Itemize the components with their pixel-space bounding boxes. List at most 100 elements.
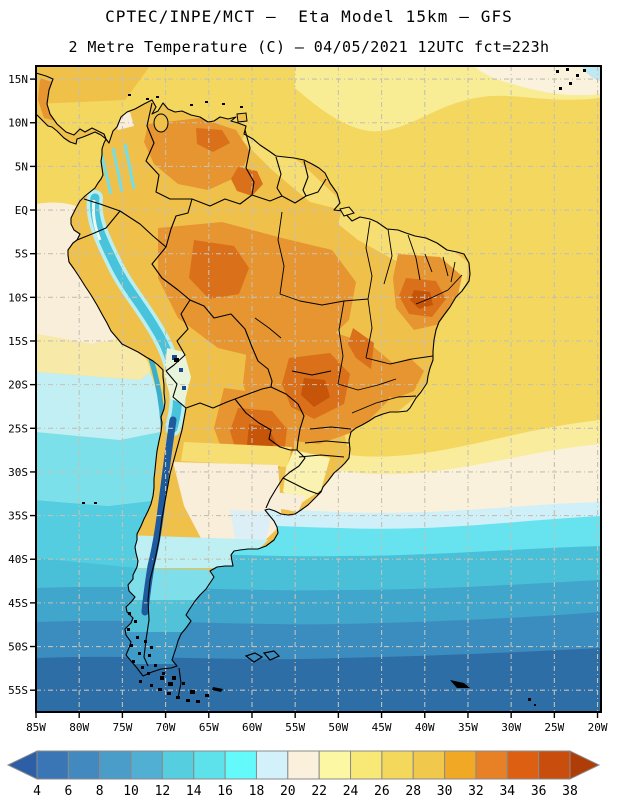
lat-label-40S: 40S: [8, 553, 28, 566]
ocean-cream-ne-corner: [474, 66, 601, 96]
pacific-cyan: [36, 432, 163, 506]
colorbar-value-14: 14: [186, 784, 202, 799]
ocean-blue-ne-corner: [582, 66, 601, 81]
colorbar-value-24: 24: [343, 784, 359, 799]
country-borders: [76, 102, 327, 699]
lon-label-65W: 65W: [199, 721, 219, 734]
colorbar-segment-8-10: [99, 750, 132, 780]
colorbar-left-arrow: [6, 750, 38, 780]
lon-label-85W: 85W: [26, 721, 46, 734]
colorbar-segment-14-16: [193, 750, 226, 780]
brazil-state-borders: [254, 211, 463, 458]
colorbar-segment-28-30: [412, 750, 446, 780]
colorbar-segment-20-22: [287, 750, 320, 780]
colorbar-segment-30-32: [444, 750, 477, 780]
lon-label-40W: 40W: [415, 721, 435, 734]
ecuador-andes-white: [91, 199, 102, 241]
marajo-island: [339, 206, 355, 217]
southern-andes-darkblue: [141, 416, 177, 616]
colorbar-segment-34-36: [506, 750, 540, 780]
colorbar-legend: 4 6 8 10 12 14 16 18 20 22 24 26 28 30 32 34 36 38: [6, 750, 601, 799]
lon-label-60W: 60W: [242, 721, 262, 734]
ne-hottest-core: [410, 290, 433, 309]
lat-label-10N: 10N: [8, 117, 28, 130]
lat-label-EQ: EQ: [15, 204, 28, 217]
uruguay-cream: [274, 492, 305, 512]
lon-label-50W: 50W: [328, 721, 348, 734]
colorbar-value-18: 18: [249, 784, 265, 799]
juan-fernandez-islands: [82, 502, 97, 504]
lake-maracaibo: [153, 113, 169, 133]
colorbar-value-36: 36: [531, 784, 547, 799]
sw-amazon-deep-orange: [189, 240, 249, 299]
minas-orange: [377, 358, 424, 399]
lon-label-80W: 80W: [69, 721, 89, 734]
colorbar-value-34: 34: [499, 784, 515, 799]
colorbar-value-8: 8: [96, 784, 104, 799]
falkland-islands: [244, 650, 281, 663]
gridlines: [36, 66, 601, 712]
axes: 15N 10N 5N EQ 5S 10S 15S 20S 25S 30S 35S 40S 45S 50S 5…: [8, 73, 608, 734]
colorbar-value-28: 28: [405, 784, 421, 799]
lat-label-20S: 20S: [8, 379, 28, 392]
colorbar-value-38: 38: [562, 784, 578, 799]
lon-label-20W: 20W: [588, 721, 608, 734]
llanos-hotspot: [196, 128, 230, 152]
colorbar-value-26: 26: [374, 784, 390, 799]
n-argentina-yellow: [181, 442, 292, 467]
lat-label-50S: 50S: [8, 641, 28, 654]
lat-label-5S: 5S: [15, 248, 28, 261]
pacific-teal: [36, 500, 158, 568]
lat-label-30S: 30S: [8, 466, 28, 479]
colorbar-value-16: 16: [217, 784, 233, 799]
colorbar-value-30: 30: [437, 784, 453, 799]
lon-label-55W: 55W: [285, 721, 305, 734]
colorbar-value-32: 32: [468, 784, 484, 799]
colorbar-segment-10-12: [130, 750, 163, 780]
chart-subtitle: 2 Metre Temperature (C) – 04/05/2021 12U…: [68, 38, 550, 56]
south-georgia-island: [450, 680, 470, 688]
s-venezuela-deep-orange: [231, 167, 263, 196]
colorbar-segment-12-14: [161, 750, 195, 780]
lat-label-15N: 15N: [8, 73, 28, 86]
colorbar-value-20: 20: [280, 784, 296, 799]
south-sandwich-islands: [528, 698, 536, 706]
pampas-paleblue: [230, 510, 272, 544]
colorbar-segment-22-24: [318, 750, 352, 780]
coastlines-and-borders: [35, 68, 586, 706]
lon-label-75W: 75W: [112, 721, 132, 734]
lat-label-25S: 25S: [8, 422, 28, 435]
mt-hottest-core: [301, 378, 330, 407]
isla-de-los-estados: [212, 687, 223, 692]
colorbar-segment-4-6: [36, 750, 69, 780]
colorbar-segment-6-8: [67, 750, 101, 780]
ocean-nw-gold: [36, 66, 150, 104]
lon-label-45W: 45W: [372, 721, 392, 734]
colorbar-value-10: 10: [123, 784, 139, 799]
colorbar-segment-36-38: [538, 750, 571, 780]
colorbar-segment-32-34: [475, 750, 508, 780]
lat-label-35S: 35S: [8, 510, 28, 523]
caribbean-islands: [128, 94, 243, 108]
lon-label-30W: 30W: [501, 721, 521, 734]
fjords-and-tierra-del-fuego-speckles: [127, 612, 209, 703]
lat-label-15S: 15S: [8, 335, 28, 348]
lat-label-5N: 5N: [15, 160, 28, 173]
colorbar-value-4: 4: [33, 784, 41, 799]
cape-verde-islands: [556, 68, 586, 90]
colorbar-segment-16-18: [224, 750, 257, 780]
colorbar-segment-24-26: [350, 750, 383, 780]
lon-label-70W: 70W: [156, 721, 176, 734]
coastline-south-america: [35, 72, 471, 677]
guianas-coast-yellow: [242, 132, 342, 210]
pacific-lightcyan: [36, 372, 161, 440]
colombia-cordilleras: [99, 143, 136, 195]
colorbar-segment-18-20: [255, 750, 289, 780]
lat-label-10S: 10S: [8, 291, 28, 304]
lon-label-35W: 35W: [458, 721, 478, 734]
colorbar-segment-26-28: [381, 750, 414, 780]
pacific-paleyellow: [36, 334, 150, 380]
colorbar-value-12: 12: [155, 784, 171, 799]
